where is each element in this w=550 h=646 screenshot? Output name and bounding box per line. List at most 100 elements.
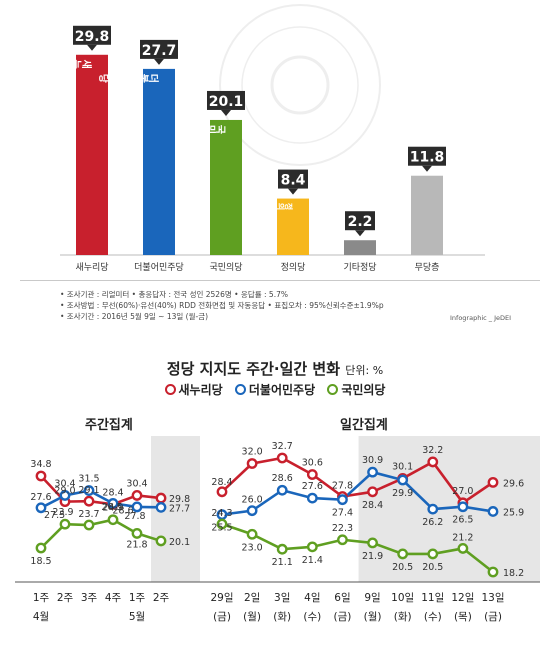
- daily-svg-data-label-2-7: 20.5: [422, 562, 443, 573]
- daily-svg-tick-label-9: 13일: [481, 591, 504, 604]
- legend-marker-saenuri: [164, 384, 176, 395]
- daily-svg-data-label-2-0: 24.3: [211, 508, 232, 519]
- weekly-svg-tick-label-5: 2주: [153, 592, 170, 604]
- daily-svg-day-label-6: (화): [394, 611, 412, 623]
- legend-item-kookmin: 국민의당: [327, 381, 385, 398]
- weekly-svg-data-label-1-2: 31.5: [78, 474, 99, 485]
- daily-svg-data-label-2-2: 21.1: [272, 557, 293, 568]
- daily-svg-data-label-0-5: 28.4: [362, 500, 383, 511]
- weekly-svg-point-1-1: [59, 490, 71, 501]
- daily-svg-day-label-1: (월): [243, 611, 261, 623]
- daily-svg-point-1-9: [487, 506, 499, 517]
- bar-value-box-4: [345, 211, 375, 231]
- weekly-svg-data-label-2-4: 21.8: [126, 539, 147, 550]
- weekly-svg-month-label-1: 5월: [129, 611, 145, 623]
- weekly-panel-title: 주간집계: [85, 418, 133, 433]
- daily-svg-tick-label-6: 10일: [391, 591, 414, 604]
- bar-value-label-2: 20.1: [209, 94, 244, 110]
- daily-svg-data-label-0-2: 32.7: [272, 441, 293, 452]
- daily-svg-day-label-8: (목): [454, 611, 472, 623]
- daily-svg-day-label-4: (금): [334, 611, 352, 623]
- weekly-svg-tick-label-4: 1주: [129, 592, 146, 604]
- bar-1: [143, 68, 175, 255]
- weekly-svg-point-0-5: [155, 492, 167, 504]
- daily-svg-data-label-2-6: 20.5: [392, 562, 413, 573]
- bar-party-text-1: 더불어민주당: [98, 71, 160, 83]
- line-section-title-text: 정당 지지도 주간·일간 변화: [166, 360, 341, 378]
- weekly-svg-point-1-0: [35, 502, 47, 514]
- daily-svg-data-label-2-1: 23.0: [242, 542, 263, 553]
- weekly-line-chart: 34.829.0 29.1 28.430.429.827.630.4 31.527.8…: [15, 436, 200, 623]
- daily-svg-data-label-1-1: 26.0: [242, 495, 263, 506]
- weekly-svg-data-label-1-4: 27.8: [124, 511, 145, 522]
- daily-svg-point-1-3: [306, 492, 318, 504]
- legend-marker-minjoo: [234, 384, 246, 395]
- daily-svg-point-2-6: [397, 548, 409, 560]
- daily-svg-point-2-8: [457, 543, 469, 554]
- weekly-svg-data-label-0-0: 34.8: [30, 459, 51, 470]
- daily-svg-data-label-1-8: 26.5: [452, 515, 473, 526]
- bar-category-label-5: 무당층: [415, 262, 440, 273]
- bar-value-pointer-3: [288, 188, 298, 195]
- daily-svg-point-1-6: [397, 474, 409, 486]
- daily-svg-tick-label-4: 6일: [334, 591, 350, 604]
- line-section-title: 정당 지지도 주간·일간 변화 단위: %: [0, 358, 550, 379]
- weekly-svg-tick-label-3: 4주: [105, 592, 122, 604]
- daily-svg-point-1-7: [427, 503, 439, 515]
- weekly-svg-data-label-0-1: 29.0: [54, 486, 75, 497]
- daily-line-chart: 28.4 32.0 32.7 30.6 27.8 28.4 30.1 32.2 27.0 29.6…: [200, 436, 540, 623]
- daily-svg-data-label-0-8: 27.0: [452, 486, 473, 497]
- bar-value-box-1: [140, 39, 178, 59]
- daily-svg-day-label-0: (금): [213, 611, 231, 623]
- weekly-svg-point-2-4: [131, 528, 143, 539]
- bar-category-label-1: 더불어민주당: [134, 262, 184, 273]
- bar-value-box-0: [73, 25, 111, 45]
- daily-svg-data-label-1-7: 26.2: [422, 517, 443, 528]
- daily-svg-day-label-2: (화): [273, 611, 291, 623]
- daily-svg-series-line-2: [221, 522, 494, 574]
- bar-value-box-2: [207, 90, 245, 110]
- bar-party-text-3: 정의당: [268, 202, 294, 211]
- daily-svg-point-0-3: [306, 469, 318, 480]
- weekly-svg-tick-label-0: 1주: [33, 592, 50, 604]
- weekly-svg-data-label-2-1: 23.9: [52, 507, 73, 518]
- daily-svg-point-0-5: [367, 486, 378, 498]
- weekly-svg-data-label-0-2: 29.1: [78, 485, 99, 496]
- weekly-svg-point-2-5: [155, 535, 167, 547]
- bar-5: [411, 175, 443, 255]
- daily-svg-data-label-0-9: 29.6: [503, 478, 524, 489]
- weekly-svg-tick-label-1: 2주: [57, 592, 74, 604]
- bar-value-label-0: 29.8: [75, 29, 110, 45]
- daily-svg-point-2-9: [487, 566, 499, 578]
- weekly-svg-data-label-2-0: 18.5: [30, 556, 51, 567]
- bar-0: [76, 54, 108, 255]
- daily-svg-data-label-1-5: 30.9: [362, 455, 383, 466]
- daily-svg-data-label-1-6: 29.9: [392, 488, 413, 499]
- legend-label-kookmin: 국민의당: [341, 383, 386, 397]
- daily-svg-data-label-1-0: 25.5: [211, 523, 232, 534]
- daily-svg-data-label-1-4: 27.4: [332, 508, 353, 519]
- daily-svg-data-label-0-7: 32.2: [422, 445, 443, 456]
- weekly-svg-point-2-0: [35, 542, 47, 554]
- daily-svg-tick-label-1: 2일: [244, 591, 260, 604]
- daily-svg-point-0-9: [487, 476, 499, 488]
- bar-value-pointer-0: [87, 44, 97, 51]
- daily-svg-series-line-1: [221, 470, 494, 516]
- weekly-extra-label-0: 27.5: [44, 510, 65, 521]
- weekly-svg-data-label-0-4: 30.4: [126, 478, 147, 489]
- bar-value-label-4: 2.2: [348, 214, 373, 230]
- weekly-svg-data-label-1-5: 27.7: [169, 503, 190, 514]
- legend-label-saenuri: 새누리당: [178, 383, 223, 397]
- weekly-svg-point-1-4: [131, 501, 143, 513]
- weekly-svg-point-1-2: [83, 485, 95, 496]
- daily-svg-point-2-5: [367, 537, 378, 549]
- daily-svg-point-1-1: [246, 505, 258, 517]
- bar-value-box-5: [408, 146, 446, 166]
- assembly-seal-watermark: [219, 4, 381, 166]
- daily-svg-data-label-2-3: 21.4: [302, 555, 323, 566]
- weekly-svg-point-0-4: [131, 490, 143, 501]
- daily-svg-data-label-0-3: 30.6: [302, 458, 323, 469]
- daily-svg-data-label-1-3: 27.6: [302, 481, 323, 492]
- weekly-svg-month-label-0: 4월: [33, 611, 49, 623]
- daily-svg-tick-label-3: 4일: [304, 591, 320, 604]
